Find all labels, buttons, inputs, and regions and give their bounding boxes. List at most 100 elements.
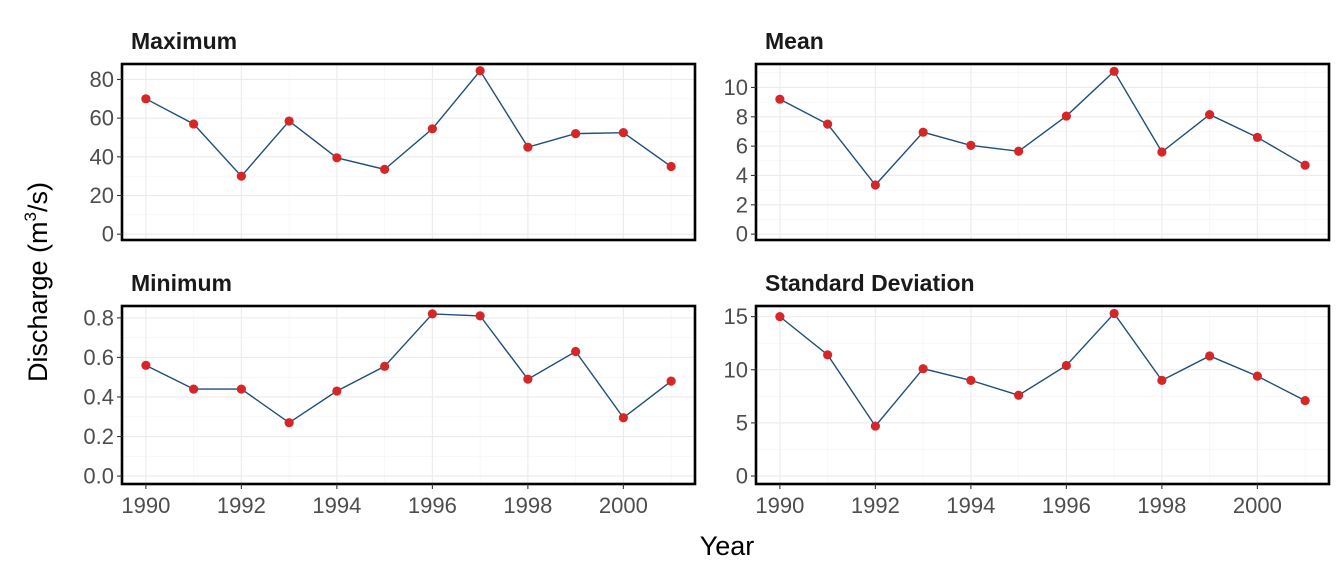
x-axis-title: Year — [700, 531, 755, 561]
data-point-maximum-1990 — [141, 94, 151, 104]
series-line-maximum — [145, 69, 672, 178]
data-point-mean-1997 — [1109, 66, 1119, 76]
data-point-standard-deviation-1997 — [1109, 308, 1119, 319]
y-tick-label: 80 — [90, 67, 114, 92]
data-point-minimum-1991 — [189, 384, 199, 394]
y-tick-label: 10 — [724, 357, 748, 382]
panel-frame — [754, 62, 1331, 242]
y-tick-label: 20 — [90, 183, 114, 208]
y-tick-label: 4 — [736, 163, 748, 188]
data-point-standard-deviation-1995 — [1014, 390, 1024, 400]
data-point-standard-deviation-1990 — [775, 312, 785, 322]
y-axis-title-suffix: /s) — [23, 182, 53, 212]
data-point-maximum-1995 — [380, 164, 390, 175]
panel-minimum: 0.0 0.2 0.4 0.6 0.8 1990 1992 1994 1996 1998 2000 M… — [83, 270, 697, 518]
y-tick-label: 0.2 — [83, 424, 114, 449]
data-point-mean-1994 — [966, 140, 976, 150]
y-tick-label: 0.8 — [83, 305, 114, 330]
data-point-mean-1991 — [823, 119, 833, 129]
y-tick-label: 2 — [736, 192, 748, 217]
data-point-maximum-1992 — [236, 171, 246, 181]
panel-title-standard-deviation: Standard Deviation — [765, 270, 975, 296]
y-tick-label: 0 — [736, 464, 748, 489]
data-point-standard-deviation-1991 — [823, 350, 833, 360]
panel-title-mean: Mean — [765, 28, 824, 54]
panel-frame — [120, 62, 697, 242]
data-point-standard-deviation-2000 — [1252, 371, 1262, 381]
data-point-standard-deviation-2001 — [1300, 395, 1310, 406]
panel-title-minimum: Minimum — [131, 270, 232, 296]
y-tick-label: 5 — [736, 410, 748, 435]
data-point-minimum-1995 — [380, 361, 390, 371]
x-tick-label: 1996 — [1042, 493, 1091, 518]
data-point-maximum-1991 — [189, 119, 199, 129]
data-point-minimum-1999 — [571, 346, 581, 357]
x-tick-label: 1996 — [408, 493, 457, 518]
data-point-mean-2001 — [1300, 160, 1310, 170]
data-point-maximum-1993 — [284, 116, 294, 126]
data-point-maximum-2001 — [666, 161, 676, 172]
data-point-mean-2000 — [1252, 132, 1262, 142]
x-tick-label: 1994 — [946, 493, 995, 518]
y-tick-label: 60 — [90, 106, 114, 131]
data-point-mean-1990 — [775, 94, 785, 104]
data-point-maximum-2000 — [618, 128, 628, 138]
y-tick-label: 0 — [736, 222, 748, 247]
data-point-standard-deviation-1992 — [870, 421, 880, 431]
panel-mean: 0 2 4 6 8 10 Mean — [724, 28, 1331, 247]
data-point-mean-1999 — [1205, 110, 1215, 120]
data-point-mean-1996 — [1061, 111, 1071, 121]
data-point-maximum-1998 — [523, 142, 533, 152]
y-tick-label: 0.0 — [83, 464, 114, 489]
y-axis-title: Discharge (m3/s) — [21, 182, 53, 382]
data-point-standard-deviation-1993 — [918, 364, 928, 374]
x-tick-label: 1990 — [121, 493, 170, 518]
series-line-mean — [779, 70, 1306, 187]
data-point-minimum-1996 — [427, 309, 437, 319]
y-tick-label: 8 — [736, 104, 748, 129]
data-point-maximum-1994 — [332, 153, 342, 163]
panel-frame — [754, 304, 1331, 486]
data-point-minimum-2000 — [618, 413, 628, 423]
panel-title-maximum: Maximum — [131, 28, 237, 54]
data-point-maximum-1999 — [571, 129, 581, 139]
data-point-mean-1993 — [918, 127, 928, 137]
panels-layer: 020406080Maximum0246810Mean0.00.20.40.60… — [83, 28, 1331, 518]
data-point-maximum-1996 — [427, 124, 437, 134]
data-point-mean-1998 — [1157, 147, 1167, 157]
data-point-maximum-1997 — [475, 66, 485, 76]
y-tick-label: 0 — [102, 222, 114, 247]
x-tick-label: 2000 — [1233, 493, 1282, 518]
data-point-minimum-2001 — [666, 376, 676, 386]
panel-maximum: 0 20 40 60 80 Maximum — [90, 28, 697, 247]
y-axis-title-prefix: Discharge (m — [23, 221, 53, 382]
x-tick-label: 1998 — [1137, 493, 1186, 518]
y-tick-label: 0.6 — [83, 345, 114, 370]
x-tick-label: 1998 — [503, 493, 552, 518]
x-tick-label: 1992 — [217, 493, 266, 518]
data-point-standard-deviation-1996 — [1061, 360, 1071, 371]
data-point-minimum-1993 — [284, 418, 294, 428]
series-line-minimum — [145, 313, 672, 424]
data-point-standard-deviation-1998 — [1157, 375, 1167, 385]
x-tick-label: 1994 — [312, 493, 361, 518]
series-line-standard-deviation — [779, 312, 1306, 428]
data-point-minimum-1990 — [141, 360, 151, 370]
data-point-standard-deviation-1994 — [966, 375, 976, 385]
data-point-mean-1992 — [870, 180, 880, 190]
y-tick-label: 0.4 — [83, 384, 114, 409]
data-point-minimum-1998 — [523, 374, 533, 384]
y-axis-title-superscript: 3 — [21, 212, 40, 221]
data-point-minimum-1997 — [475, 311, 485, 321]
x-tick-label: 2000 — [599, 493, 648, 518]
panel-standard-deviation: 0 5 10 15 1990 1992 1994 1996 1998 2000 Standard D… — [724, 270, 1331, 518]
data-point-mean-1995 — [1014, 146, 1024, 156]
data-point-standard-deviation-1999 — [1205, 351, 1215, 361]
y-tick-label: 10 — [724, 75, 748, 100]
y-tick-label: 40 — [90, 144, 114, 169]
y-tick-label: 6 — [736, 134, 748, 159]
data-point-minimum-1994 — [332, 386, 342, 396]
data-point-minimum-1992 — [236, 384, 246, 394]
y-tick-label: 15 — [724, 304, 748, 329]
